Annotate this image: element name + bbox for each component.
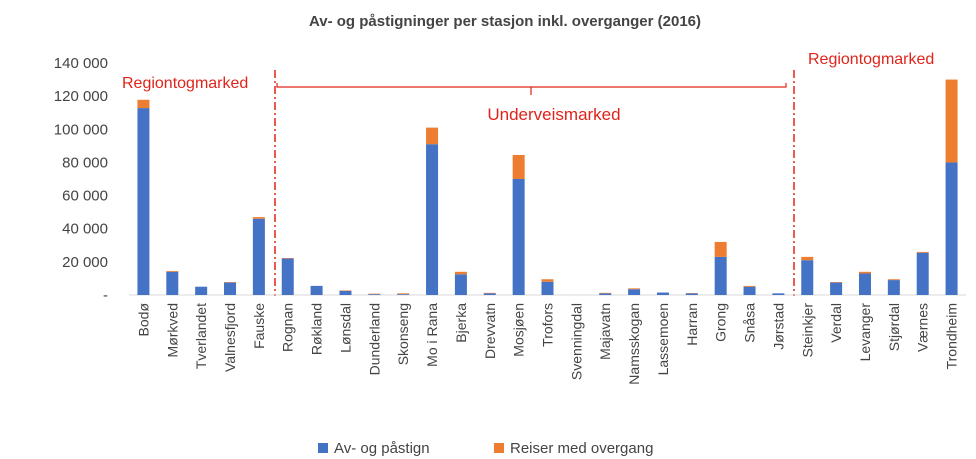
bar-segment: [195, 286, 208, 295]
bar-segment: [252, 217, 265, 219]
y-tick-label: -: [103, 287, 108, 304]
bar-segment: [599, 293, 612, 295]
x-tick-label: Bjerka: [453, 303, 469, 343]
x-tick-label: Rognan: [280, 303, 296, 352]
bar-segment: [224, 282, 237, 295]
x-tick-label: Mo i Rana: [424, 303, 440, 367]
x-tick-label: Mørkved: [164, 303, 180, 357]
x-tick-label: Namsskogan: [626, 303, 642, 385]
bar-segment: [512, 154, 525, 179]
x-tick-label: Verdal: [828, 303, 844, 343]
y-tick-label: 120 000: [54, 88, 108, 105]
x-tick-label: Røkland: [309, 303, 325, 355]
bar-segment: [454, 274, 467, 295]
legend-swatch: [494, 443, 504, 453]
x-tick-label: Trondheim: [944, 303, 960, 369]
bar-segment: [397, 294, 410, 295]
y-tick-label: 80 000: [62, 154, 108, 171]
x-tick-label: Harran: [684, 303, 700, 346]
y-tick-label: 40 000: [62, 221, 108, 238]
bar-segment: [830, 282, 843, 295]
bar-segment: [541, 281, 554, 295]
bar-segment: [512, 179, 525, 295]
x-tick-label: Majavatn: [597, 303, 613, 360]
bar-segment: [714, 256, 727, 295]
x-tick-label: Drevvatn: [482, 303, 498, 359]
x-tick-label: Lassemoen: [655, 303, 671, 375]
chart-title: Av- og påstigninger per stasjon inkl. ov…: [309, 13, 701, 30]
bar-segment: [685, 293, 698, 295]
legend-label: Reiser med overgang: [510, 440, 653, 457]
legend-swatch: [318, 443, 328, 453]
x-tick-label: Bodø: [135, 303, 151, 337]
y-tick-label: 20 000: [62, 254, 108, 271]
x-tick-label: Grong: [713, 303, 729, 342]
bar-segment: [137, 99, 150, 109]
y-tick-label: 140 000: [54, 55, 108, 72]
bar-segment: [166, 271, 179, 295]
y-tick-label: 60 000: [62, 188, 108, 205]
bar-segment: [541, 279, 554, 282]
bar-segment: [801, 260, 814, 295]
bar-segment: [887, 280, 900, 295]
bar-segment: [426, 144, 439, 295]
bar-segment: [743, 286, 756, 295]
bar-segment: [656, 292, 669, 295]
y-tick-label: 100 000: [54, 121, 108, 138]
bar-segment: [483, 293, 496, 295]
bar-segment: [339, 290, 352, 295]
legend-label: Av- og påstign: [334, 440, 430, 457]
x-tick-label: Dunderland: [366, 303, 382, 375]
bar-segment: [628, 289, 641, 295]
x-tick-label: Stjørdal: [886, 303, 902, 351]
x-tick-label: Trofors: [540, 303, 556, 347]
x-tick-label: Svenningdal: [568, 303, 584, 380]
bar-segment: [916, 251, 929, 253]
bar-segment: [368, 294, 381, 295]
x-tick-label: Jørstad: [770, 303, 786, 350]
x-tick-label: Fauske: [251, 303, 267, 349]
bar-segment: [310, 285, 323, 295]
bar-segment: [628, 288, 641, 290]
x-tick-label: Skonseng: [395, 303, 411, 365]
bar-segment: [945, 162, 958, 295]
bar-segment: [916, 252, 929, 295]
annotation: Underveismarked: [487, 105, 620, 124]
bar-segment: [397, 293, 410, 295]
bar-segment: [252, 218, 265, 295]
annotation: Regiontogmarked: [808, 51, 934, 68]
bar-segment: [454, 271, 467, 275]
bar-segment: [137, 108, 150, 296]
bar-segment: [945, 79, 958, 163]
x-tick-label: Steinkjer: [799, 303, 815, 358]
x-tick-label: Værnes: [915, 303, 931, 352]
bar-segment: [714, 241, 727, 257]
x-tick-label: Lønsdal: [337, 303, 353, 353]
bar-segment: [772, 293, 785, 295]
bar-segment: [743, 285, 756, 287]
x-tick-label: Mosjøen: [511, 303, 527, 357]
bar-segment: [166, 270, 179, 272]
bar-segment: [801, 256, 814, 261]
bar-segment: [858, 273, 871, 295]
x-tick-label: Levanger: [857, 303, 873, 362]
bar-segment: [858, 271, 871, 274]
x-tick-label: Tverlandet: [193, 303, 209, 369]
x-tick-label: Valnesfjord: [222, 303, 238, 372]
bar-segment: [887, 279, 900, 281]
annotation: Regiontogmarked: [122, 75, 248, 92]
bracket: [276, 83, 787, 95]
bar-segment: [426, 127, 439, 145]
x-tick-label: Snåsa: [742, 303, 758, 343]
bar-segment: [281, 258, 294, 295]
